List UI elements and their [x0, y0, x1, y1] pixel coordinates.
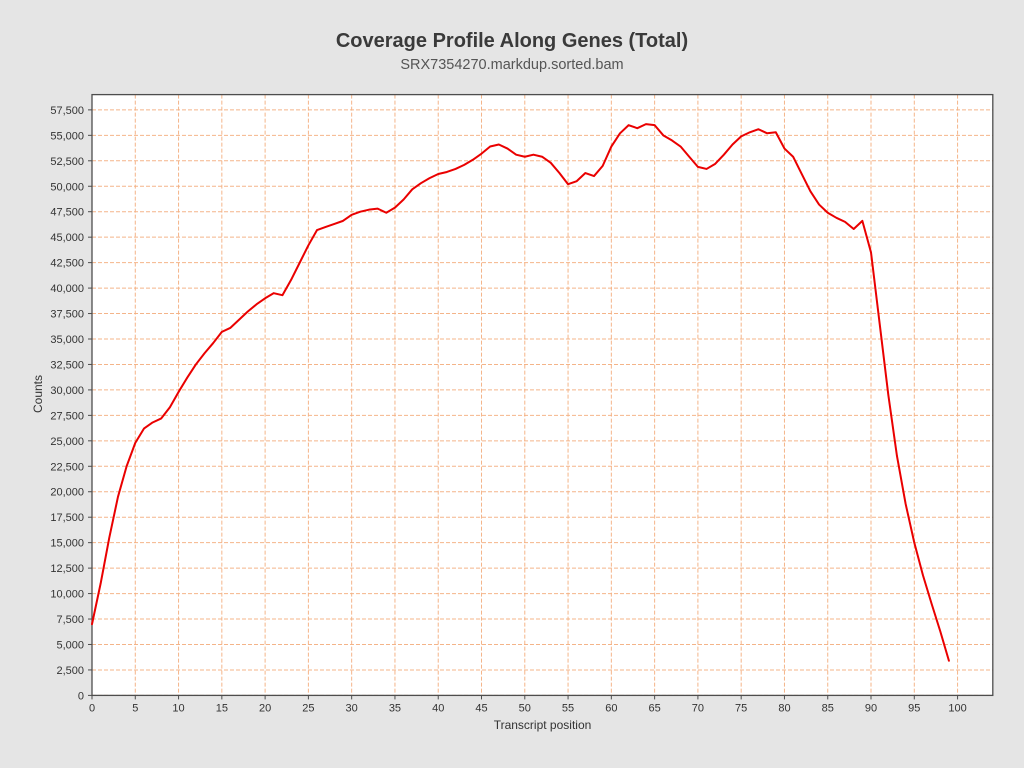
svg-text:45,000: 45,000 — [50, 232, 84, 244]
svg-text:42,500: 42,500 — [50, 258, 84, 270]
svg-text:75: 75 — [735, 702, 747, 714]
svg-text:17,500: 17,500 — [50, 512, 84, 524]
svg-text:95: 95 — [908, 702, 920, 714]
svg-text:15: 15 — [216, 702, 228, 714]
svg-text:35: 35 — [389, 702, 401, 714]
svg-text:90: 90 — [865, 702, 877, 714]
svg-text:35,000: 35,000 — [50, 334, 84, 346]
svg-text:50: 50 — [519, 702, 531, 714]
svg-text:2,500: 2,500 — [56, 665, 84, 677]
svg-text:52,500: 52,500 — [50, 156, 84, 168]
svg-text:40: 40 — [432, 702, 444, 714]
svg-text:60: 60 — [605, 702, 617, 714]
svg-text:100: 100 — [948, 702, 966, 714]
svg-text:50,000: 50,000 — [50, 181, 84, 193]
svg-text:57,500: 57,500 — [50, 105, 84, 117]
svg-text:45: 45 — [475, 702, 487, 714]
svg-text:30: 30 — [346, 702, 358, 714]
svg-text:0: 0 — [78, 690, 84, 702]
svg-text:37,500: 37,500 — [50, 309, 84, 321]
svg-text:0: 0 — [89, 702, 95, 714]
svg-text:20: 20 — [259, 702, 271, 714]
svg-text:7,500: 7,500 — [56, 614, 84, 626]
svg-text:25,000: 25,000 — [50, 436, 84, 448]
svg-text:65: 65 — [648, 702, 660, 714]
svg-text:20,000: 20,000 — [50, 487, 84, 499]
svg-text:55: 55 — [562, 702, 574, 714]
svg-text:30,000: 30,000 — [50, 385, 84, 397]
svg-text:25: 25 — [302, 702, 314, 714]
svg-text:55,000: 55,000 — [50, 130, 84, 142]
svg-text:12,500: 12,500 — [50, 563, 84, 575]
svg-text:22,500: 22,500 — [50, 461, 84, 473]
svg-text:32,500: 32,500 — [50, 359, 84, 371]
svg-text:5,000: 5,000 — [56, 639, 84, 651]
svg-text:27,500: 27,500 — [50, 410, 84, 422]
svg-text:15,000: 15,000 — [50, 538, 84, 550]
svg-text:80: 80 — [778, 702, 790, 714]
svg-text:10: 10 — [172, 702, 184, 714]
svg-text:10,000: 10,000 — [50, 589, 84, 601]
svg-text:40,000: 40,000 — [50, 283, 84, 295]
svg-text:85: 85 — [822, 702, 834, 714]
svg-text:5: 5 — [132, 702, 138, 714]
svg-text:70: 70 — [692, 702, 704, 714]
svg-text:47,500: 47,500 — [50, 207, 84, 219]
